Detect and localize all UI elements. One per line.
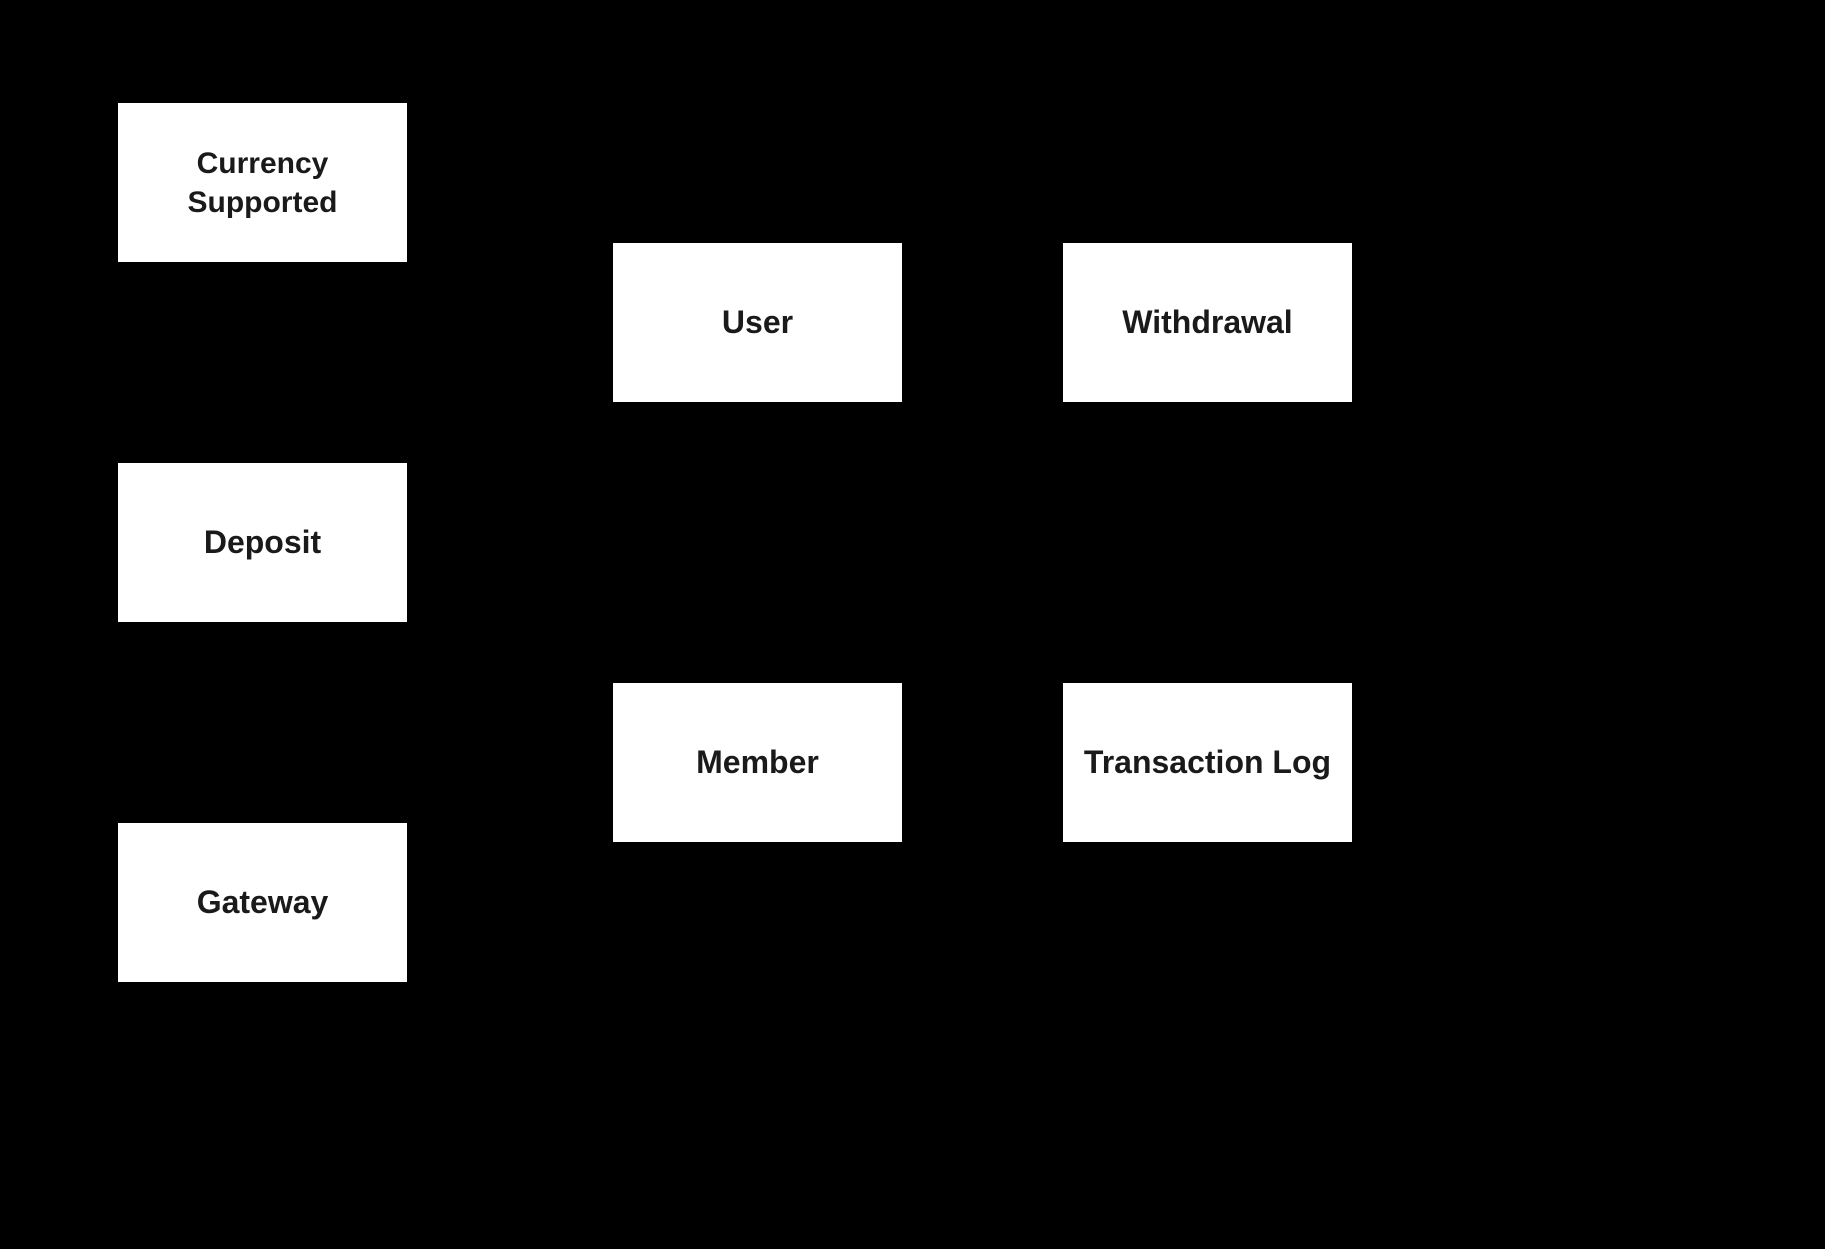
node-label: Deposit (204, 522, 321, 564)
node-gateway: Gateway (115, 820, 410, 985)
node-currency-supported: Currency Supported (115, 100, 410, 265)
node-label: Transaction Log (1084, 742, 1331, 784)
node-label: Currency Supported (126, 144, 399, 222)
node-label: Withdrawal (1122, 302, 1292, 344)
node-label: User (722, 302, 793, 344)
node-member: Member (610, 680, 905, 845)
node-label: Gateway (197, 882, 329, 924)
node-user: User (610, 240, 905, 405)
node-deposit: Deposit (115, 460, 410, 625)
node-label: Member (696, 742, 819, 784)
node-withdrawal: Withdrawal (1060, 240, 1355, 405)
node-transaction-log: Transaction Log (1060, 680, 1355, 845)
